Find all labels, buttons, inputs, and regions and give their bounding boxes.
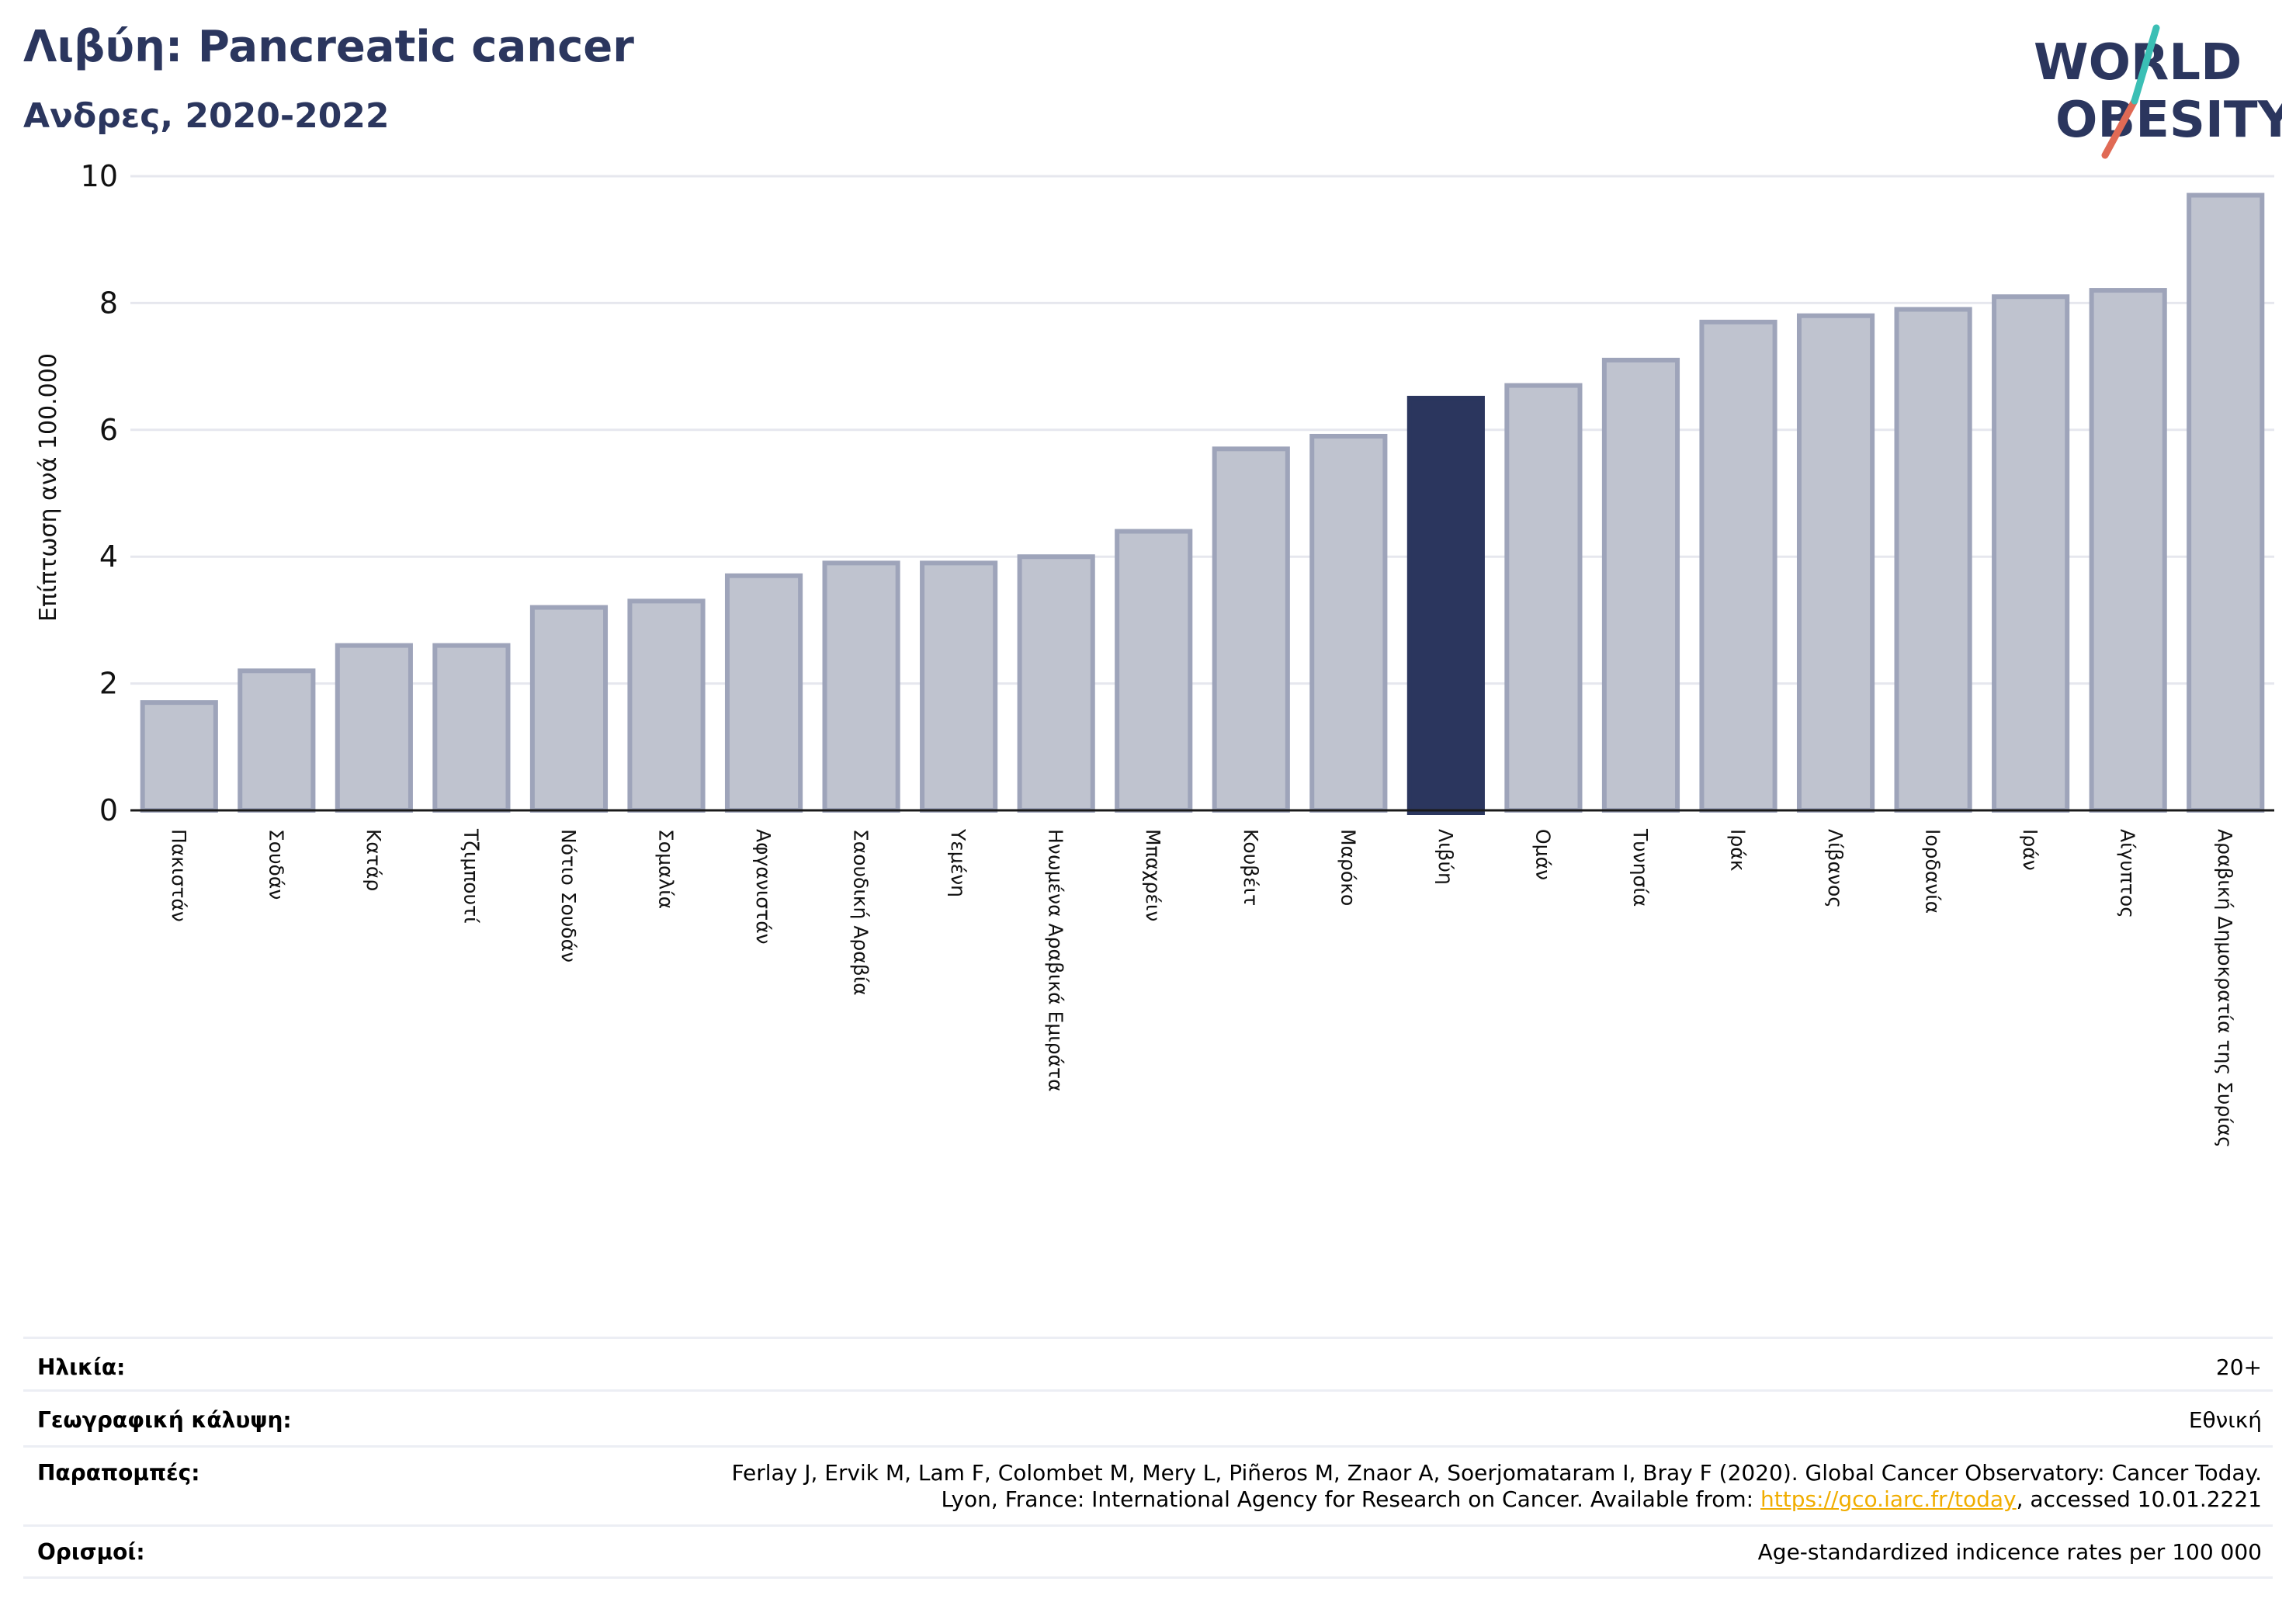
info-row-coverage: Γεωγραφική κάλυψη: Εθνική	[23, 1389, 2273, 1445]
references-link[interactable]: https://gco.iarc.fr/today	[1760, 1486, 2017, 1512]
x-tick-label: Λίβανος	[1824, 829, 1847, 908]
references-value: Ferlay J, Ervik M, Lam F, Colombet M, Me…	[731, 1460, 2273, 1513]
definitions-value: Age-standardized indicence rates per 100…	[1757, 1539, 2262, 1565]
bar	[1894, 307, 1972, 813]
x-tick-label: Αίγυπτος	[2117, 829, 2139, 918]
coverage-label: Γεωγραφική κάλυψη:	[37, 1407, 292, 1433]
y-tick-label: 4	[99, 539, 118, 574]
x-tick-label: Κατάρ	[362, 829, 385, 891]
y-tick-label: 2	[99, 667, 118, 701]
x-tick-label: Ηνωμένα Αραβικά Εμιράτα	[1045, 829, 1067, 1092]
x-tick-label: Νότιο Σουδάν	[557, 829, 580, 962]
references-line2-post: , accessed 10.01.2221	[2016, 1486, 2262, 1512]
bar	[1309, 433, 1388, 813]
bar	[627, 598, 706, 813]
references-line2-pre: Lyon, France: International Agency for R…	[941, 1486, 1760, 1512]
references-line1: Ferlay J, Ervik M, Lam F, Colombet M, Me…	[731, 1460, 2262, 1486]
chart-title: Λιβύη: Pancreatic cancer	[23, 22, 634, 72]
x-tick-label: Αραβική Δημοκρατία της Συρίας	[2214, 829, 2236, 1148]
bar	[140, 700, 218, 813]
logo-line2: OBESITY	[2055, 92, 2282, 149]
bar	[1699, 319, 1777, 813]
x-tick-label: Ιορδανία	[1922, 829, 1944, 914]
definitions-label: Ορισμοί:	[37, 1539, 145, 1565]
bar	[432, 643, 511, 813]
bar	[1406, 395, 1485, 815]
x-tick-label: Υεμένη	[947, 828, 969, 897]
x-tick-label: Πακιστάν	[168, 829, 190, 922]
y-axis-label: Επίπτωση ανά 100.000	[35, 353, 62, 622]
bar	[1017, 554, 1095, 813]
info-row-age: Ηλικία: 20+	[23, 1337, 2273, 1389]
x-tick-label: Μπαχρέιν	[1142, 829, 1164, 921]
bar	[822, 560, 900, 813]
chart-subtitle: Ανδρες, 2020-2022	[23, 96, 390, 136]
bar	[920, 560, 998, 813]
x-tick-label: Σαουδική Αραβία	[850, 829, 872, 996]
bar	[335, 643, 413, 813]
bar	[1992, 294, 2070, 813]
info-row-references: Παραπομπές: Ferlay J, Ervik M, Lam F, Co…	[23, 1445, 2273, 1524]
bar	[238, 668, 316, 813]
x-tick-label: Ομάν	[1531, 829, 1554, 880]
world-obesity-logo: WORLD OBESITY	[2034, 24, 2282, 159]
bar	[1601, 357, 1680, 813]
x-tick-label: Σουδάν	[265, 829, 287, 900]
y-tick-label: 0	[99, 793, 118, 827]
bar	[1796, 313, 1875, 813]
coverage-value: Εθνική	[2188, 1407, 2262, 1433]
bar-chart: 0 2 4 6 8 10 Πακιστάν Σουδάν Κατάρ Τζιμπουτί Νότιο…	[35, 159, 2274, 1148]
age-label: Ηλικία:	[37, 1354, 126, 1380]
x-tick-label: Αφγανιστάν	[752, 829, 775, 945]
x-tick-label: Ιράν	[2019, 829, 2041, 871]
y-tick-label: 8	[99, 286, 118, 320]
x-tick-label: Ιράκ	[1727, 829, 1750, 872]
x-tick-label: Τυνησία	[1629, 828, 1652, 907]
x-tick-label: Κουβέιτ	[1240, 829, 1262, 906]
bar	[724, 573, 803, 813]
bar	[1212, 446, 1290, 813]
x-tick-label: Σομαλία	[655, 829, 678, 909]
y-tick-label: 10	[81, 159, 118, 193]
y-tick-label: 6	[99, 413, 118, 447]
references-label: Παραπομπές:	[37, 1460, 200, 1486]
info-table: Ηλικία: 20+ Γεωγραφική κάλυψη: Εθνική Πα…	[23, 1337, 2273, 1579]
age-value: 20+	[2215, 1354, 2262, 1380]
x-tick-label: Τζιμπουτί	[460, 828, 482, 924]
bar	[529, 605, 609, 813]
x-tick-label: Μαρόκο	[1337, 829, 1359, 906]
x-tick-label: Λιβύη	[1434, 829, 1457, 885]
info-row-definitions: Ορισμοί: Age-standardized indicence rate…	[23, 1524, 2273, 1579]
bar	[1504, 383, 1583, 813]
bar	[2089, 288, 2167, 813]
bar	[1115, 529, 1193, 813]
bar	[2187, 192, 2265, 813]
